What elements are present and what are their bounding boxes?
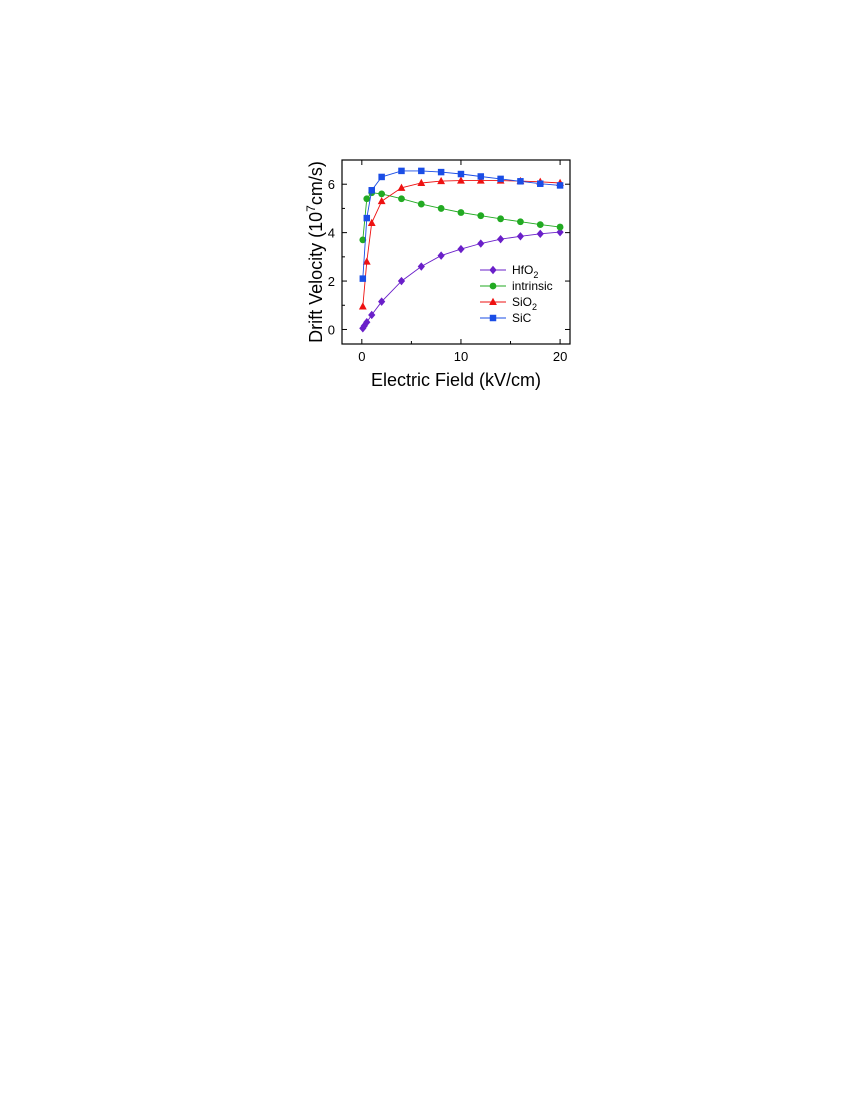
data-point xyxy=(556,182,564,189)
data-point xyxy=(363,214,371,222)
data-point xyxy=(397,183,406,191)
data-point xyxy=(398,195,405,203)
data-point xyxy=(417,178,426,186)
data-point xyxy=(367,218,376,226)
x-tick-label: 10 xyxy=(454,349,468,364)
data-point xyxy=(398,167,405,175)
data-point xyxy=(368,187,375,194)
data-point xyxy=(437,205,445,212)
legend-marker xyxy=(489,297,497,305)
data-point xyxy=(437,168,445,176)
legend-label: HfO2 xyxy=(512,263,538,280)
data-point xyxy=(556,227,564,237)
data-point xyxy=(362,257,371,265)
data-point xyxy=(536,221,544,229)
legend-marker xyxy=(489,314,497,322)
data-point xyxy=(418,167,425,175)
data-point xyxy=(537,180,544,187)
series-intrinsic xyxy=(359,189,564,244)
data-point xyxy=(363,318,371,327)
series-sic xyxy=(359,167,564,282)
data-point xyxy=(359,275,367,282)
data-point xyxy=(378,173,385,181)
data-point xyxy=(497,215,505,223)
y-axis-title-prefix: Drift Velocity (10 xyxy=(306,212,326,343)
series-layer xyxy=(358,167,564,333)
legend-label: SiO2 xyxy=(512,295,537,312)
data-point xyxy=(378,190,386,198)
y-axis-title: Drift Velocity (107cm/s) xyxy=(304,161,326,343)
y-tick-label: 6 xyxy=(328,177,335,192)
data-point xyxy=(497,175,504,183)
plot-frame xyxy=(341,159,571,345)
y-tick-label: 2 xyxy=(328,274,335,289)
y-tick-label: 0 xyxy=(328,322,335,337)
legend-item: SiO2 xyxy=(480,295,537,312)
legend-item: intrinsic xyxy=(480,279,553,293)
data-point xyxy=(477,239,485,248)
legend-label: intrinsic xyxy=(512,279,553,293)
data-point xyxy=(358,302,367,310)
data-point xyxy=(536,229,544,239)
y-tick-label: 4 xyxy=(328,226,335,241)
data-point xyxy=(457,209,465,216)
axis-ticks: 0 10 20 0 2 4 6 xyxy=(328,160,570,364)
data-point xyxy=(360,321,368,331)
data-point xyxy=(517,218,524,226)
data-point xyxy=(477,212,485,220)
data-point xyxy=(556,223,564,231)
data-point xyxy=(359,236,367,244)
y-axis-title-superscript: 7 xyxy=(304,205,318,212)
data-point xyxy=(397,276,406,286)
series-line xyxy=(362,192,561,240)
data-point xyxy=(517,178,524,185)
data-point xyxy=(378,297,386,306)
data-point xyxy=(377,196,386,205)
y-axis-title-suffix: cm/s) xyxy=(306,161,326,205)
data-point xyxy=(437,176,446,185)
data-point xyxy=(437,251,445,260)
data-point xyxy=(477,173,485,180)
x-tick-label: 0 xyxy=(358,349,365,364)
series-hfo2 xyxy=(359,227,564,333)
data-point xyxy=(476,176,485,184)
x-tick-label: 20 xyxy=(553,349,567,364)
data-point xyxy=(368,310,376,320)
legend-item: HfO2 xyxy=(480,263,538,280)
legend-item: SiC xyxy=(480,311,532,325)
data-point xyxy=(363,195,371,203)
data-point xyxy=(497,234,505,244)
legend-marker xyxy=(489,282,497,290)
legend-marker xyxy=(489,265,497,275)
legend-label: SiC xyxy=(512,311,532,325)
x-axis-title: Electric Field (kV/cm) xyxy=(371,370,541,390)
data-point xyxy=(417,200,425,208)
data-point xyxy=(457,176,465,184)
data-point xyxy=(457,244,465,254)
data-point xyxy=(417,262,425,271)
data-point xyxy=(457,170,465,178)
data-point xyxy=(516,232,525,241)
